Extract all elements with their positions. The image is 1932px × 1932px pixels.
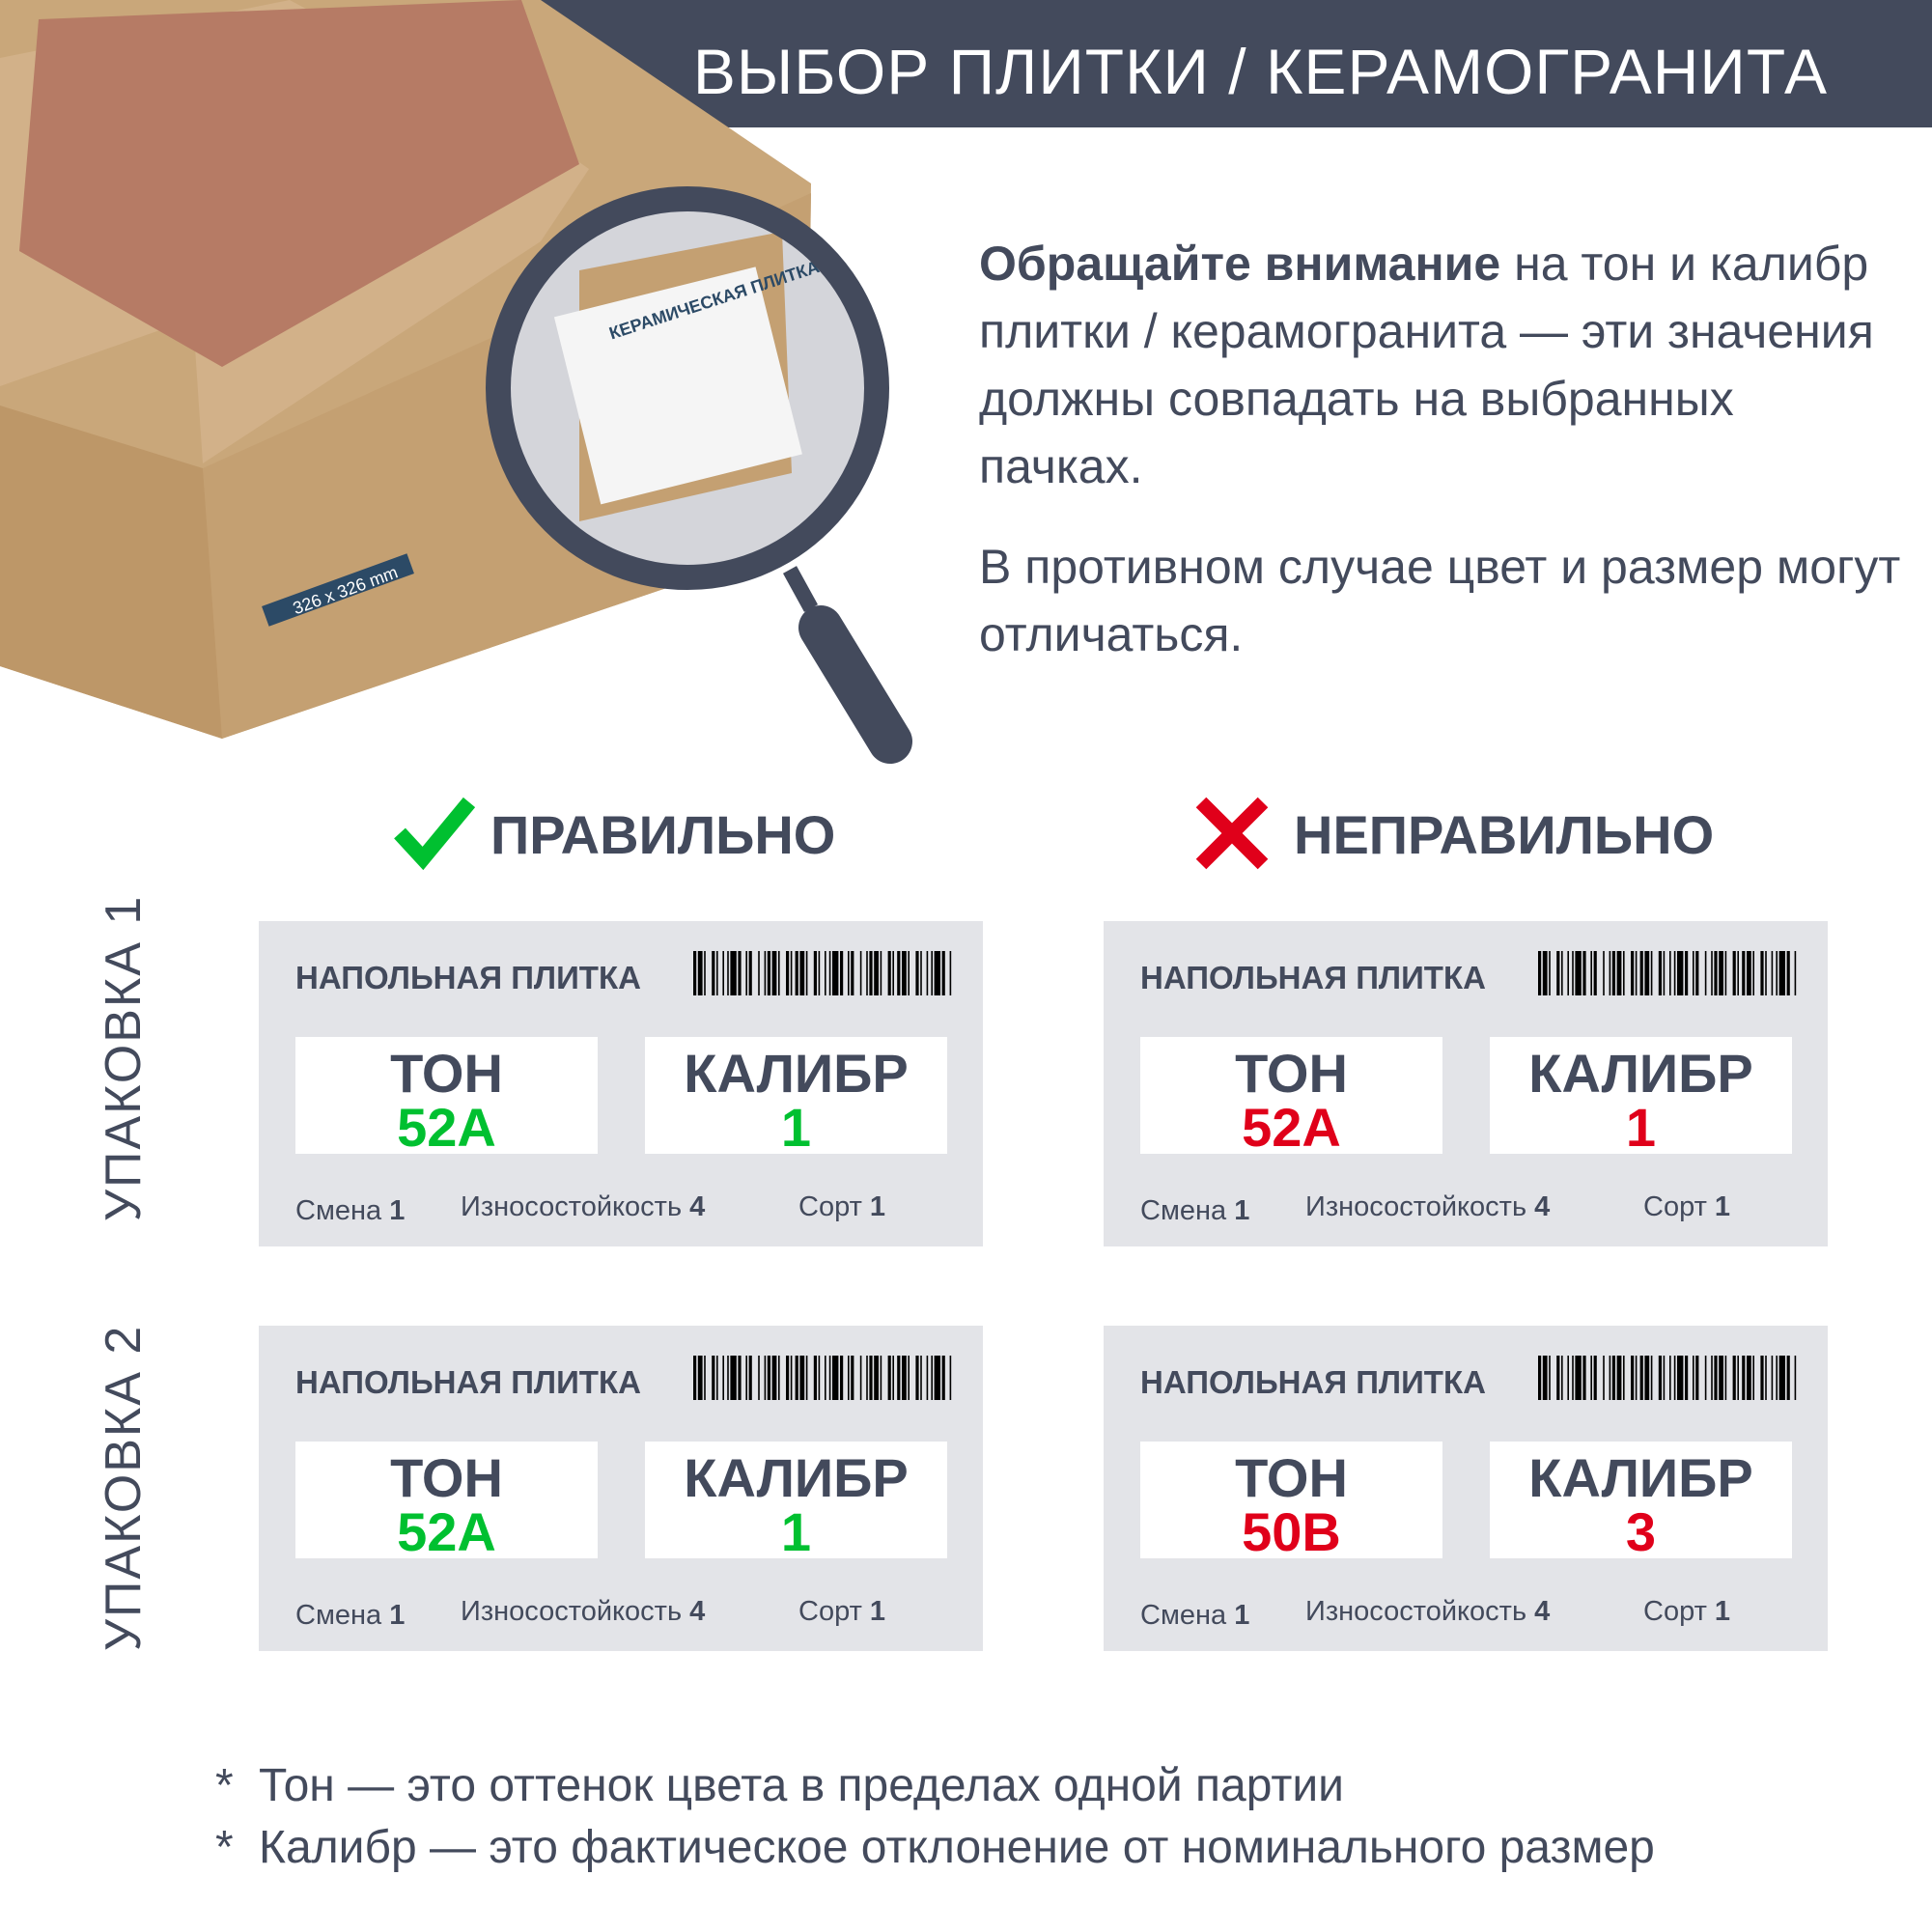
barcode-icon bbox=[693, 951, 952, 995]
intro-second: В противном случае цвет и размер могут о… bbox=[979, 540, 1901, 661]
intro-rest: на тон и калибр плитки / керамогранита —… bbox=[979, 237, 1874, 493]
intro-text: Обращайте внимание на тон и калибр плитк… bbox=[979, 230, 1906, 701]
footnote-tone: * Тон — это оттенок цвета в пределах одно… bbox=[215, 1760, 1344, 1811]
card-title: НАПОЛЬНАЯ ПЛИТКА bbox=[1140, 1364, 1486, 1400]
caliber-box: КАЛИБР 1 bbox=[1490, 1037, 1792, 1158]
grade-field: Сорт 1 bbox=[798, 1596, 886, 1627]
caliber-box: КАЛИБР 3 bbox=[1490, 1442, 1792, 1562]
correct-heading: ПРАВИЛЬНО bbox=[490, 804, 836, 865]
tone-value: 50B bbox=[1242, 1501, 1341, 1562]
shift-field: Смена 1 bbox=[295, 1195, 406, 1226]
caliber-value: 1 bbox=[1625, 1097, 1657, 1158]
label-card: НАПОЛЬНАЯ ПЛИТКА ТОН 52A КАЛИБР 1 Смена 1 … bbox=[259, 921, 983, 1246]
tone-box: ТОН 52A bbox=[295, 1037, 598, 1158]
grade-field: Сорт 1 bbox=[798, 1191, 886, 1222]
intro-bold: Обращайте внимание bbox=[979, 237, 1501, 291]
caliber-label: КАЛИБР bbox=[684, 1043, 909, 1104]
tone-label: ТОН bbox=[1235, 1447, 1348, 1508]
card-title: НАПОЛЬНАЯ ПЛИТКА bbox=[1140, 960, 1486, 995]
shift-field: Смена 1 bbox=[1140, 1600, 1250, 1631]
shift-field: Смена 1 bbox=[295, 1600, 406, 1631]
wear-field: Износостойкость 4 bbox=[461, 1596, 706, 1627]
page-title: ВЫБОР ПЛИТКИ / КЕРАМОГРАНИТА bbox=[692, 36, 1828, 107]
tone-label: ТОН bbox=[1235, 1043, 1348, 1104]
tone-box: ТОН 50B bbox=[1140, 1442, 1442, 1562]
caliber-label: КАЛИБР bbox=[684, 1447, 909, 1508]
wear-field: Износостойкость 4 bbox=[461, 1191, 706, 1222]
grade-field: Сорт 1 bbox=[1643, 1191, 1731, 1222]
checkmark-icon bbox=[394, 797, 475, 870]
card-title: НАПОЛЬНАЯ ПЛИТКА bbox=[295, 960, 641, 995]
wrong-heading: НЕПРАВИЛЬНО bbox=[1294, 804, 1715, 865]
card-title: НАПОЛЬНАЯ ПЛИТКА bbox=[295, 1364, 641, 1400]
tone-value: 52A bbox=[397, 1097, 496, 1158]
label-card: НАПОЛЬНАЯ ПЛИТКА ТОН 52A КАЛИБР 1 Смена 1 … bbox=[259, 1326, 983, 1651]
tone-label: ТОН bbox=[390, 1447, 503, 1508]
caliber-box: КАЛИБР 1 bbox=[645, 1037, 947, 1158]
row-label-1: УПАКОВКА 1 bbox=[96, 894, 152, 1221]
barcode-icon bbox=[1538, 951, 1797, 995]
label-card: НАПОЛЬНАЯ ПЛИТКА ТОН 50B КАЛИБР 3 Смена 1 … bbox=[1104, 1326, 1828, 1651]
caliber-value: 1 bbox=[780, 1097, 812, 1158]
barcode-icon bbox=[693, 1356, 952, 1400]
tile-box-photo: 326 x 326 mm КЕРАМИЧЕСКАЯ ПЛИТКА bbox=[0, 0, 912, 764]
caliber-value: 1 bbox=[780, 1501, 812, 1562]
wear-field: Износостойкость 4 bbox=[1305, 1596, 1551, 1627]
tone-value: 52A bbox=[1242, 1097, 1341, 1158]
barcode-icon bbox=[1538, 1356, 1797, 1400]
shift-field: Смена 1 bbox=[1140, 1195, 1250, 1226]
caliber-label: КАЛИБР bbox=[1528, 1043, 1753, 1104]
wear-field: Износостойкость 4 bbox=[1305, 1191, 1551, 1222]
grade-field: Сорт 1 bbox=[1643, 1596, 1731, 1627]
magnifier-icon bbox=[486, 186, 889, 590]
footnote-caliber: * Калибр — это фактическое отклонение от … bbox=[215, 1822, 1655, 1873]
row-label-2: УПАКОВКА 2 bbox=[96, 1324, 152, 1651]
tone-box: ТОН 52A bbox=[295, 1442, 598, 1562]
tone-value: 52A bbox=[397, 1501, 496, 1562]
caliber-box: КАЛИБР 1 bbox=[645, 1442, 947, 1562]
caliber-label: КАЛИБР bbox=[1528, 1447, 1753, 1508]
cross-icon bbox=[1195, 797, 1269, 870]
label-card: НАПОЛЬНАЯ ПЛИТКА ТОН 52A КАЛИБР 1 Смена 1 … bbox=[1104, 921, 1828, 1246]
tone-box: ТОН 52A bbox=[1140, 1037, 1442, 1158]
caliber-value: 3 bbox=[1625, 1501, 1657, 1562]
tone-label: ТОН bbox=[390, 1043, 503, 1104]
